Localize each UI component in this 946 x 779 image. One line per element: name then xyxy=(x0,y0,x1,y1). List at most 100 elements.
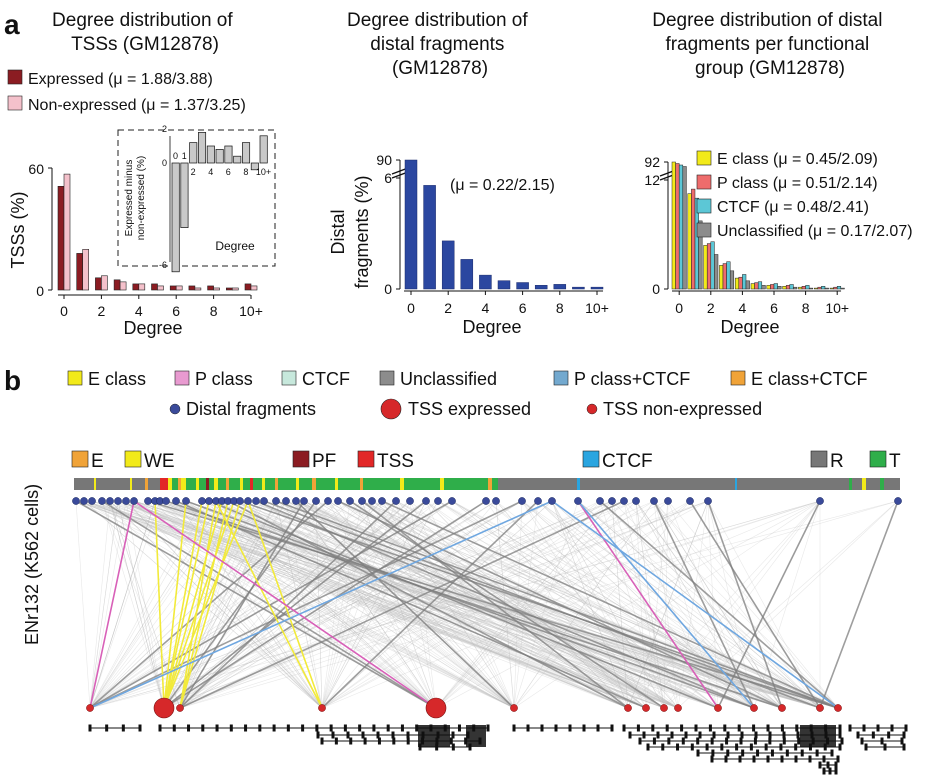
segment-bar-segment xyxy=(335,478,338,490)
interaction-edge-faint xyxy=(185,500,515,709)
segment-bar-segment xyxy=(253,478,262,490)
interaction-edge-faint xyxy=(521,500,647,709)
tss-nonexpressed-node xyxy=(86,704,94,712)
distal-fragment-node xyxy=(650,497,658,505)
legend-e-class-swatch xyxy=(696,150,712,166)
segment-bar-segment xyxy=(243,478,250,490)
bar-nonexpressed xyxy=(119,281,127,291)
bar-expressed xyxy=(57,186,65,291)
distal-fragment-node xyxy=(422,497,430,505)
segment-bar-segment xyxy=(862,478,866,490)
gene-exon xyxy=(822,755,826,763)
segment-bar-segment xyxy=(488,478,492,490)
interaction-edge-faint xyxy=(599,500,821,709)
interaction-edge-faint xyxy=(89,500,156,709)
gene-exon xyxy=(902,743,906,751)
interaction-edge-faint xyxy=(371,500,665,709)
interaction-edge-faint xyxy=(537,500,821,709)
interaction-edge-faint xyxy=(295,500,437,709)
interaction-edge-faint xyxy=(109,500,323,709)
chart1-xtick-label: 6 xyxy=(172,303,180,319)
interaction-edge-unclassified xyxy=(163,500,427,709)
gene-exon xyxy=(554,724,558,732)
gene-exon xyxy=(826,761,830,769)
interaction-edge-faint xyxy=(451,500,719,709)
gene-exon xyxy=(610,724,614,732)
interaction-edge-faint xyxy=(89,500,439,709)
interaction-edge-unclassified xyxy=(275,500,839,709)
gene-exon xyxy=(526,724,530,732)
bar-expressed xyxy=(151,283,158,291)
interaction-edge-unclassified xyxy=(89,500,329,709)
interaction-edge-faint xyxy=(208,500,839,709)
segment-bar-segment xyxy=(209,478,214,490)
interaction-edge-faint xyxy=(337,500,629,709)
interaction-edge-unclassified xyxy=(175,500,647,709)
interaction-edge-unclassified xyxy=(165,500,783,709)
interaction-edge-faint xyxy=(227,500,679,709)
gene-exon xyxy=(670,731,674,739)
segment-bar-segment xyxy=(181,478,186,490)
distal-fragment-node xyxy=(198,497,206,505)
bar-p-class xyxy=(691,188,696,290)
interaction-edge-faint xyxy=(599,500,665,709)
chart1-xtick-label: 2 xyxy=(98,303,106,319)
interaction-edge-faint xyxy=(303,500,719,709)
distal-fragment-node xyxy=(324,497,332,505)
interaction-edge-faint xyxy=(677,500,709,709)
interaction-edge-faint xyxy=(109,500,515,709)
interaction-edge-faint xyxy=(513,500,579,709)
inset-bar xyxy=(242,142,251,164)
interaction-edge-faint xyxy=(321,500,439,709)
gene-exon xyxy=(121,724,125,732)
gene-exon xyxy=(779,743,783,751)
segment-bar-segment xyxy=(178,478,181,490)
inset-bar xyxy=(206,145,215,164)
interaction-edge-faint xyxy=(495,500,679,709)
interaction-edge-faint xyxy=(89,500,223,709)
interaction-edge-faint xyxy=(83,500,323,709)
distal-fragment-node xyxy=(704,497,712,505)
gene-exon xyxy=(229,724,233,732)
panel-b-legend: E class P class CTCF Unclassified P class+CT… xyxy=(67,369,868,420)
bar-expressed xyxy=(76,253,83,291)
distal-fragment-node xyxy=(260,497,268,505)
chart2-title-line1: Degree distribution of xyxy=(347,10,528,31)
distal-fragment-node xyxy=(448,497,456,505)
interaction-edge-ctcf xyxy=(551,500,839,709)
legend-unclassified: Unclassified (μ = 0.17/2.07) xyxy=(717,223,913,240)
interaction-edge-faint xyxy=(315,500,665,709)
interaction-edge-faint xyxy=(521,500,679,709)
interaction-edge-faint xyxy=(101,500,647,709)
interaction-edge-faint xyxy=(163,500,277,709)
interaction-edge-faint xyxy=(285,500,821,709)
gene-exon xyxy=(871,731,875,739)
bar-expressed xyxy=(95,277,102,291)
bar-nonexpressed xyxy=(194,287,202,291)
gene-exon xyxy=(361,731,365,739)
interaction-edge-unclassified xyxy=(185,500,755,709)
interaction-edge-faint xyxy=(175,500,323,709)
gene-exon xyxy=(391,731,395,739)
distal-fragment-node xyxy=(114,497,122,505)
gene-exon xyxy=(646,743,650,751)
interaction-edge-faint xyxy=(381,500,647,709)
interaction-edge-faint xyxy=(117,500,755,709)
bar-ctcf xyxy=(773,283,778,290)
gene-track xyxy=(88,724,908,775)
bar-expressed xyxy=(226,287,233,291)
gene-exon xyxy=(622,724,626,732)
gene-exon xyxy=(834,767,838,775)
interaction-edge-ctcf xyxy=(89,500,553,709)
interaction-edge-faint xyxy=(159,500,437,709)
legend-b-distal: Distal fragments xyxy=(186,399,316,419)
gene-exon xyxy=(349,737,353,745)
bar-ctcf xyxy=(805,285,810,290)
tss-expressed-node xyxy=(153,697,175,719)
interaction-edge-faint xyxy=(435,500,625,709)
inset-bar xyxy=(189,142,198,164)
interaction-edge-faint xyxy=(215,500,755,709)
legend-b-tss-expressed-icon xyxy=(380,398,402,420)
gene-exon xyxy=(794,743,798,751)
bar-p-class xyxy=(801,286,806,290)
